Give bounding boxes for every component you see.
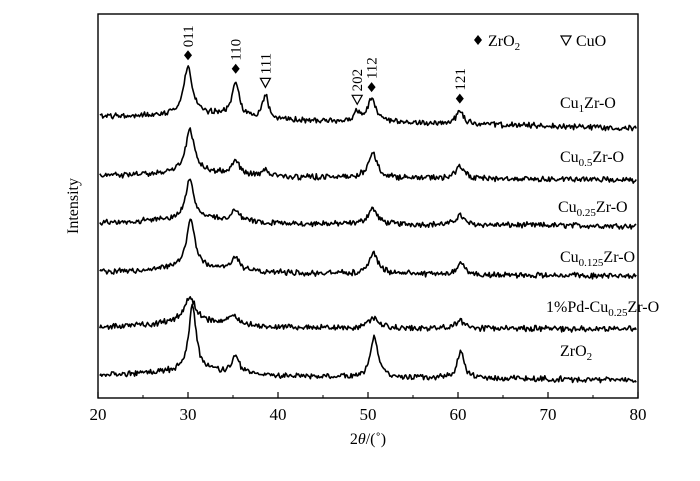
x-tick-label-80: 80 <box>630 405 647 424</box>
x-tick-label-20: 20 <box>90 405 107 424</box>
x-tick-label-30: 30 <box>180 405 197 424</box>
series-label-3: Cu0.25Zr-O <box>558 199 628 219</box>
series-label-2: Cu0.5Zr-O <box>560 149 624 169</box>
series-line-5 <box>99 296 637 333</box>
zro2-peak-marker-121 <box>455 93 464 104</box>
cuo-peak-marker-202 <box>351 94 364 106</box>
series-line-6 <box>99 303 637 384</box>
legend-zro2-marker <box>474 35 482 45</box>
legend-label-2: CuO <box>576 33 606 50</box>
x-axis-label: 2θ/(˚) <box>350 431 386 448</box>
x-tick-label-50: 50 <box>360 405 377 424</box>
peak-label-112: 112 <box>365 57 381 79</box>
x-tick-label-40: 40 <box>270 405 287 424</box>
zro2-peak-marker-112 <box>367 82 376 93</box>
series-layer: Cu1Zr-O Cu0.5Zr-O Cu0.25Zr-O Cu0.125Zr-O 1%P… <box>99 65 659 384</box>
zro2-peak-marker-011 <box>184 50 192 61</box>
series-line-4 <box>99 218 637 280</box>
zro2-peak-marker-110 <box>231 63 240 74</box>
series-label-4: Cu0.125Zr-O <box>560 249 635 269</box>
legend-cuo-marker <box>559 35 573 47</box>
peak-label-202: 202 <box>350 69 366 92</box>
series-line-1 <box>99 65 637 132</box>
legend: ZrO2 CuO <box>474 33 606 53</box>
series-label-1: Cu1Zr-O <box>560 95 616 115</box>
cuo-peak-marker-111 <box>259 77 272 89</box>
peak-label-111: 111 <box>258 53 274 74</box>
legend-label-1: ZrO2 <box>488 33 520 53</box>
axis-layer: 20 30 40 50 60 70 80 2θ/(˚) Intensity <box>65 13 647 448</box>
series-line-2 <box>99 127 637 184</box>
x-tick-label-70: 70 <box>540 405 557 424</box>
series-label-6: ZrO2 <box>560 343 592 363</box>
peak-label-121: 121 <box>453 68 469 91</box>
series-line-3 <box>99 178 637 230</box>
series-label-5: 1%Pd-Cu0.25Zr-O <box>546 299 659 319</box>
x-tick-label-60: 60 <box>450 405 467 424</box>
peak-label-110: 110 <box>229 39 245 61</box>
peak-label-011: 011 <box>181 25 197 47</box>
y-axis-label: Intensity <box>65 178 82 234</box>
